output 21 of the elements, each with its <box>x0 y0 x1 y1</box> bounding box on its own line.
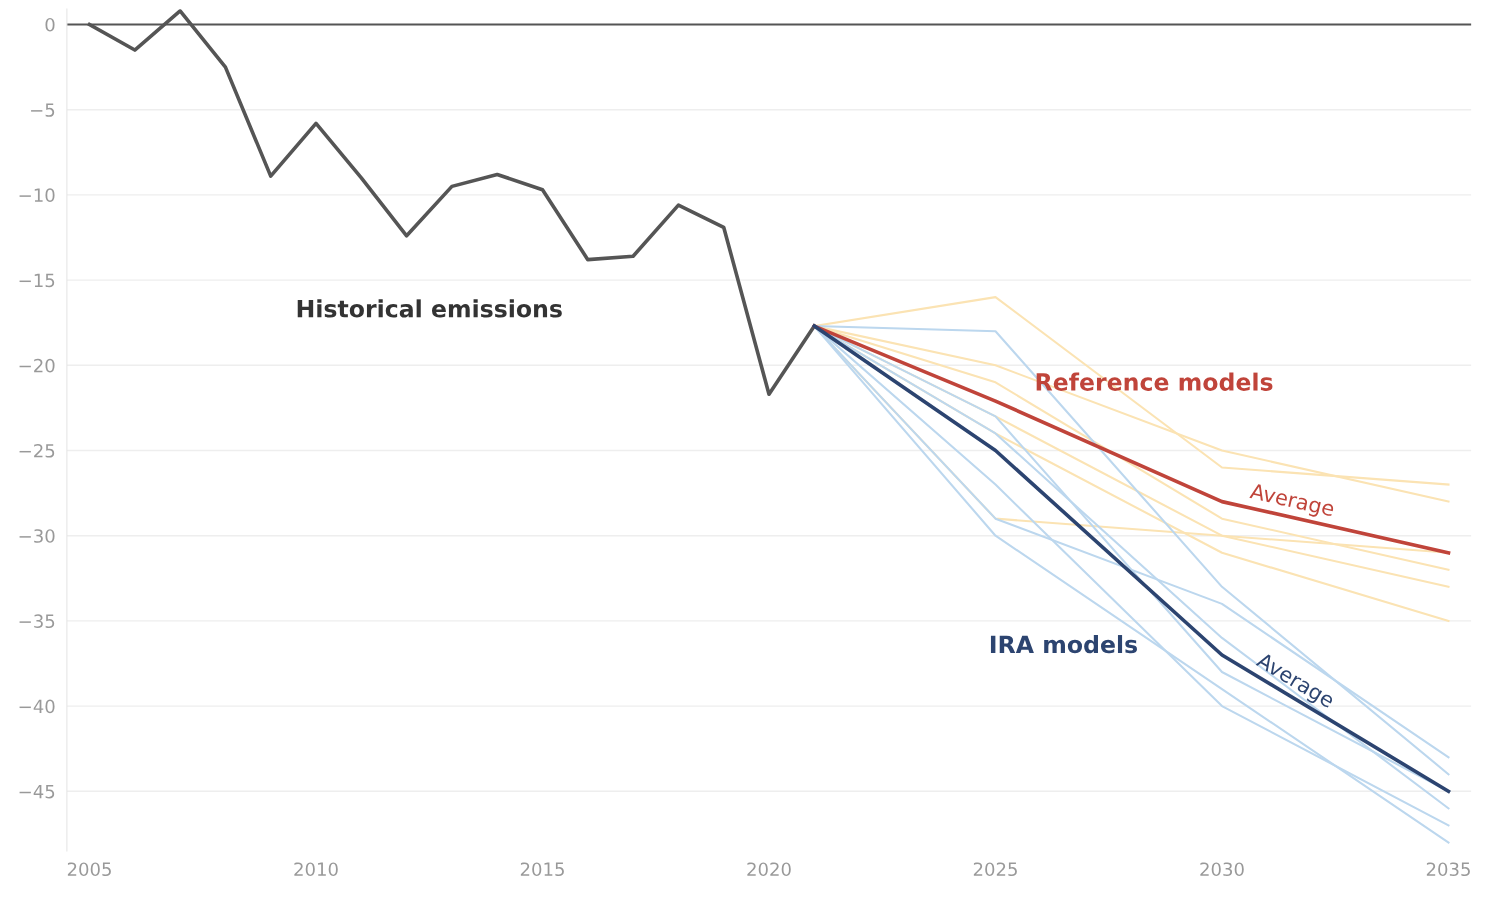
y-tick-label: −45 <box>19 785 55 799</box>
y-tick-label: −40 <box>19 699 55 714</box>
y-tick-label: −15 <box>19 273 55 288</box>
y-tick-label: −20 <box>19 358 55 373</box>
y-tick-label: −30 <box>19 529 55 543</box>
x-tick-label: 2030 <box>1200 862 1244 877</box>
x-tick-label: 2035 <box>1426 862 1470 877</box>
annotation: Reference models <box>1036 372 1273 391</box>
text: Historical emissions <box>297 299 562 318</box>
x-tick-label: 2015 <box>520 862 564 877</box>
y-tick-label: −5 <box>31 103 55 117</box>
y-tick-label: 0 <box>45 17 55 32</box>
x-tick-label: 2025 <box>973 862 1017 877</box>
x-tick-label: 2005 <box>67 862 111 877</box>
text: Average <box>1248 482 1335 521</box>
y-tick-label: −35 <box>19 614 55 629</box>
y-tick-label: −10 <box>19 188 55 203</box>
x-tick-label: 2010 <box>294 862 338 877</box>
y-tick-label: −25 <box>19 443 55 458</box>
x-tick-label: 2020 <box>747 862 791 877</box>
annotation: IRA models <box>990 635 1137 654</box>
